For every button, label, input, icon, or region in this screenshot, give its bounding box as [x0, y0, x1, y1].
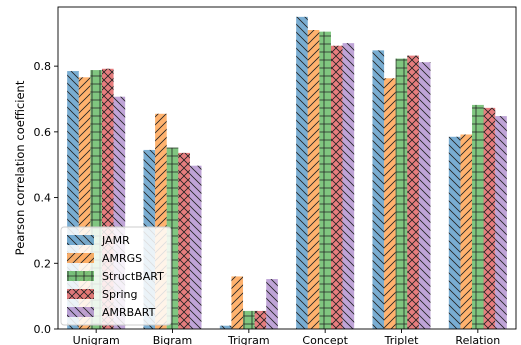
x-tick-label-trigram: Trigram: [227, 334, 270, 345]
legend-item-amrbart: AMRBART: [67, 306, 156, 319]
bar-jamr-concept: [296, 16, 308, 329]
y-tick-label: 0.6: [34, 126, 52, 139]
bar-structbart-unigram: [90, 70, 102, 329]
bar-spring-bigram: [178, 152, 190, 329]
y-tick-label: 0.4: [34, 192, 52, 205]
x-tick-label-concept: Concept: [302, 334, 348, 345]
bar-amrbart-trigram: [266, 279, 278, 329]
bars-group: [67, 16, 507, 330]
bar-amrgs-concept: [307, 30, 320, 329]
bar-amrgs-triplet: [384, 78, 396, 329]
bar-amrbart-unigram: [113, 96, 126, 329]
x-tick-label-triplet: Triplet: [384, 334, 419, 345]
bar-amrgs-relation: [460, 134, 473, 329]
bar-amrbart-triplet: [418, 62, 431, 329]
bar-structbart-concept: [319, 31, 331, 330]
legend-label: AMRBART: [102, 306, 156, 319]
bar-amrbart-relation: [495, 116, 507, 329]
bar-spring-unigram: [101, 68, 114, 330]
legend-label: JAMR: [101, 234, 130, 247]
y-tick-label: 0.8: [34, 60, 52, 73]
bar-spring-concept: [330, 45, 343, 330]
x-tick-label-bigram: Bigram: [153, 334, 193, 345]
bar-jamr-unigram: [67, 71, 79, 330]
bar-amrbart-bigram: [189, 165, 202, 329]
legend-item-jamr: JAMR: [67, 234, 130, 247]
legend: JAMR AMRGS StructBART Spring AMRBART: [60, 226, 172, 326]
legend-item-spring: Spring: [67, 288, 138, 301]
bar-spring-triplet: [407, 55, 419, 329]
x-tick-label-unigram: Unigram: [73, 334, 120, 345]
legend-item-amrgs: AMRGS: [67, 252, 142, 265]
legend-label: AMRGS: [102, 252, 142, 265]
bar-jamr-trigram: [219, 325, 232, 329]
bar-structbart-relation: [472, 104, 484, 330]
bar-amrgs-bigram: [155, 113, 167, 330]
bar-structbart-trigram: [243, 310, 255, 329]
bar-structbart-bigram: [166, 147, 179, 329]
bar-amrbart-concept: [342, 43, 355, 330]
bar-structbart-triplet: [395, 58, 408, 329]
bar-spring-relation: [483, 107, 496, 329]
legend-label: Spring: [102, 288, 138, 301]
bar-amrgs-trigram: [231, 276, 244, 329]
plot-frame: [57, 6, 517, 330]
bar-spring-trigram: [254, 310, 267, 329]
bar-jamr-triplet: [372, 50, 385, 329]
y-axis-label: Pearson correlation coefficient: [13, 80, 27, 255]
y-tick-label: 0.2: [34, 257, 52, 270]
legend-box: [60, 226, 172, 326]
legend-item-structbart: StructBART: [67, 270, 164, 283]
bar-jamr-relation: [448, 136, 461, 329]
x-tick-label-relation: Relation: [455, 334, 500, 345]
bar-amrgs-unigram: [78, 77, 91, 329]
y-tick-label: 0.0: [34, 323, 52, 336]
legend-label: StructBART: [102, 270, 164, 283]
axes-group: 0.0 0.2 0.4 0.6 0.8 Unigram Bigram Trigram Conce…: [34, 6, 517, 345]
